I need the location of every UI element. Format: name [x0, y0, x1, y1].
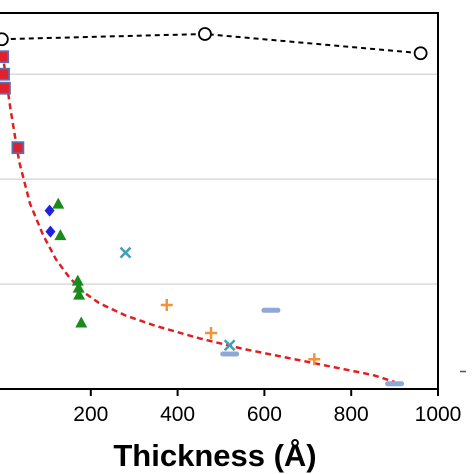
triangle-point — [71, 274, 84, 286]
open-circle-point — [198, 27, 212, 41]
fit-curve — [2, 63, 395, 384]
plot-frame — [0, 12, 439, 390]
fit-curve-layer — [2, 63, 395, 384]
series-layer — [0, 27, 428, 387]
triangle-point — [54, 229, 67, 241]
triangle-point — [52, 197, 65, 209]
square-point — [11, 141, 25, 155]
x-axis: 200 400 600 800 1000 — [73, 389, 461, 426]
square-point — [0, 81, 11, 95]
x-tick-label: 800 — [334, 403, 369, 426]
square-point — [0, 67, 10, 81]
gridlines — [0, 73, 438, 285]
open-circle-point — [0, 32, 9, 47]
x-point — [119, 246, 132, 259]
triangle-point — [73, 288, 86, 300]
diamond-point — [44, 204, 55, 217]
triangle-point — [75, 316, 88, 328]
triangle-point — [72, 281, 85, 293]
open-circle-point — [413, 46, 428, 61]
plus-point — [205, 327, 218, 340]
diamond-point — [45, 225, 56, 238]
x-tick-label: 200 — [73, 403, 108, 426]
reference-line — [1, 32, 421, 55]
x-axis-label: Thickness (Å) — [113, 438, 316, 473]
plus-point — [308, 353, 321, 366]
x-point — [223, 339, 236, 352]
plus-point — [160, 299, 173, 312]
x-tick-label: 400 — [160, 403, 195, 426]
x-tick-label: 1000 — [415, 403, 462, 426]
x-tick-label: 600 — [247, 403, 282, 426]
square-point — [0, 50, 10, 64]
